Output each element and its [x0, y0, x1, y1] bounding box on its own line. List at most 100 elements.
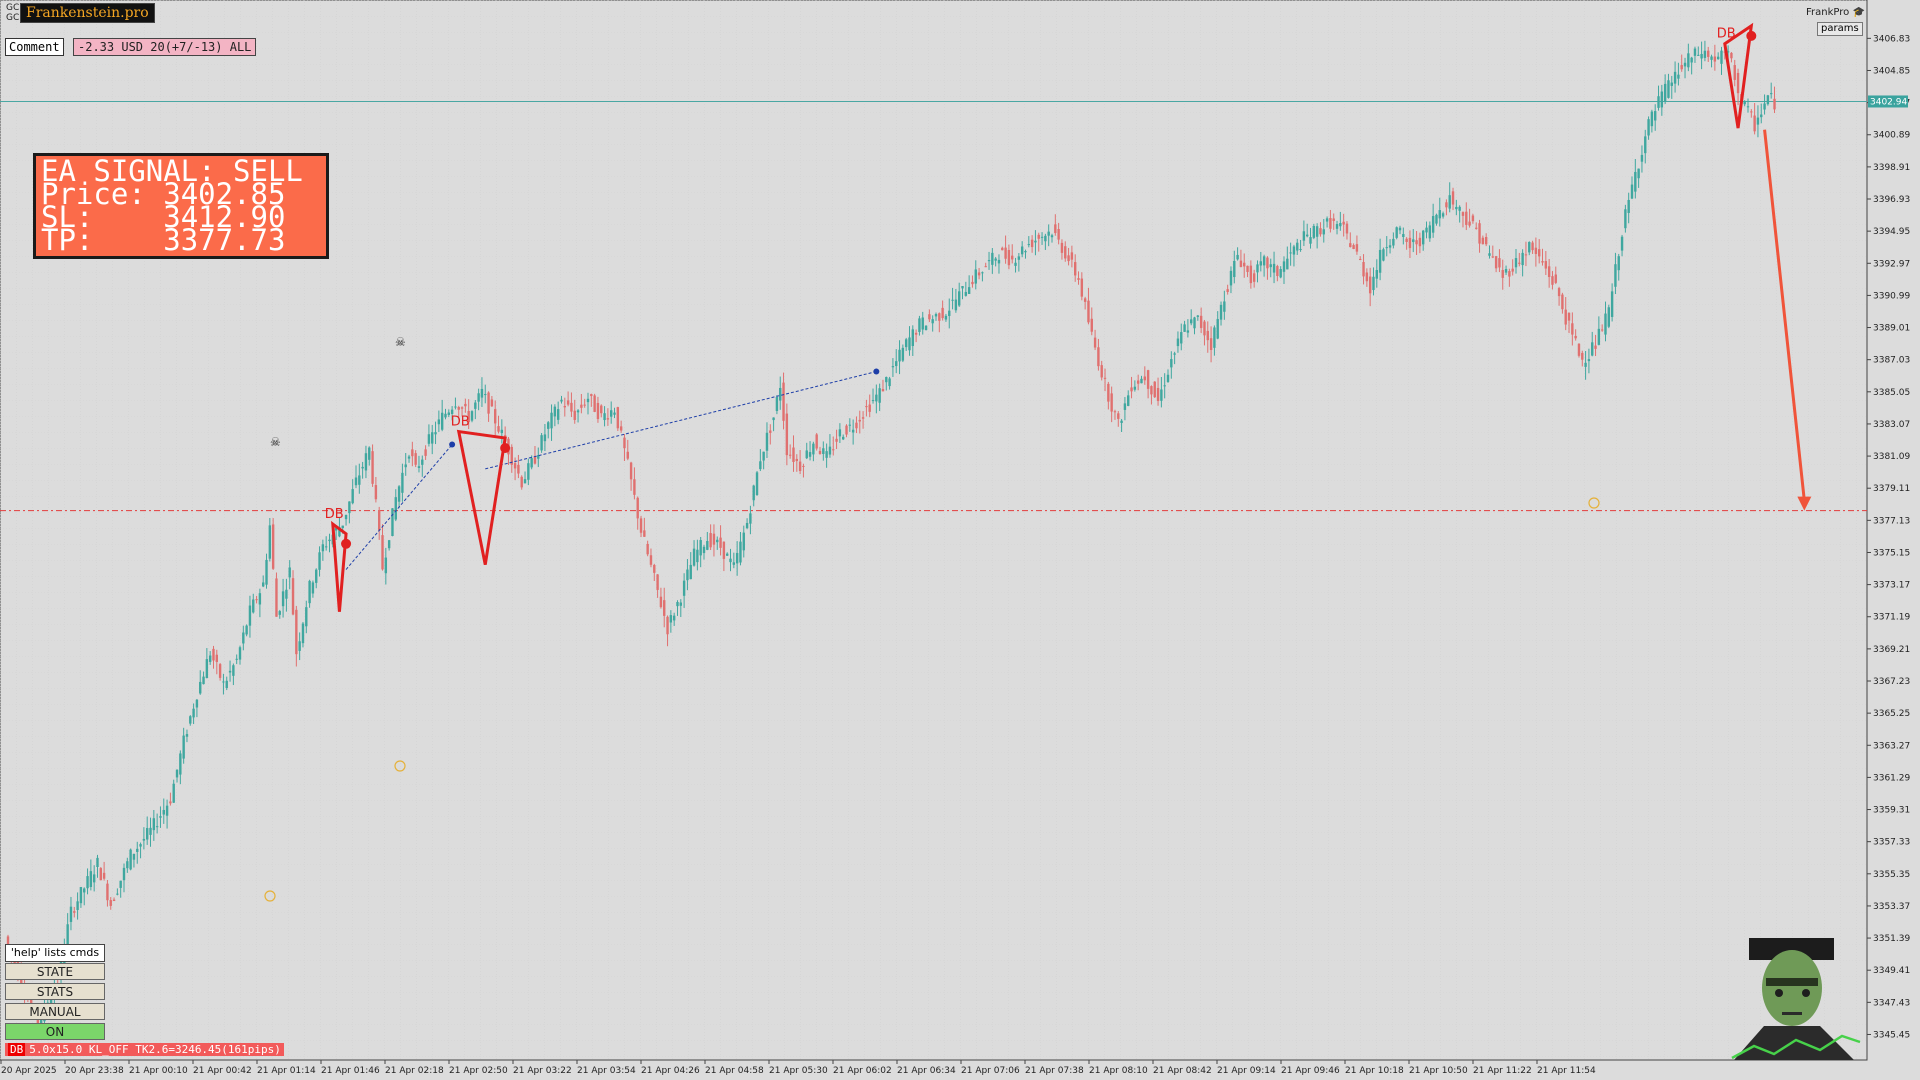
candle-body	[1451, 191, 1455, 205]
candle-body	[762, 451, 765, 461]
candle-body	[1011, 255, 1014, 260]
candle-body	[301, 623, 305, 644]
candle-body	[1494, 256, 1498, 269]
candle-body	[1196, 315, 1200, 317]
candle-body	[888, 378, 891, 387]
candle-body	[845, 425, 848, 435]
candle-body	[1514, 258, 1518, 268]
candle-body	[891, 366, 895, 368]
candle-body	[129, 849, 132, 870]
candle-body	[795, 458, 798, 462]
signal-price-label: Price:	[41, 177, 146, 211]
candle-body	[1428, 225, 1432, 239]
candle-body	[1484, 236, 1488, 245]
candle-body	[1342, 221, 1345, 225]
candle-body	[580, 404, 583, 408]
symbol-label: GC GC	[6, 3, 19, 23]
brand-logo[interactable]: Frankenstein.pro	[20, 3, 155, 23]
candle-body	[543, 434, 547, 442]
candle-body	[79, 887, 83, 904]
status-text: 5.0x15.0 KL_OFF TK2.6=3246.45(161pips)	[29, 1043, 281, 1056]
y-tick-label: 3365.25	[1873, 709, 1910, 719]
help-command-box[interactable]: 'help' lists cmds	[5, 944, 105, 962]
candle-body	[818, 450, 822, 454]
candle-body	[1286, 258, 1289, 270]
candle-body	[961, 286, 964, 289]
frankpro-label: FrankPro 🎓	[1806, 7, 1865, 18]
stats-button[interactable]: STATS	[5, 983, 105, 1000]
candle-body	[245, 625, 248, 635]
candle-body	[1206, 330, 1209, 341]
candle-body	[1600, 329, 1604, 331]
candle-body	[815, 434, 818, 449]
candle-body	[623, 437, 626, 449]
on-toggle-button[interactable]: ON	[5, 1023, 105, 1040]
candle-body	[440, 412, 444, 430]
double-bottom-patterns: DB DB DB	[325, 22, 1757, 612]
candle-body	[1332, 218, 1335, 221]
candle-body	[378, 510, 381, 531]
candle-body	[672, 615, 676, 621]
candle-body	[1001, 247, 1004, 251]
state-button[interactable]: STATE	[5, 963, 105, 980]
candle-body	[1571, 323, 1574, 335]
y-tick-label: 3394.95	[1873, 227, 1910, 237]
candle-body	[1743, 101, 1746, 105]
candle-body	[1657, 96, 1660, 108]
candle-body	[1319, 228, 1322, 235]
candle-body	[1561, 294, 1564, 310]
signal-sl-row: SL: 3412.90	[41, 203, 326, 232]
y-tick-label: 3355.35	[1873, 870, 1910, 880]
chart-markers: ☠ ☠	[264, 335, 1600, 902]
x-tick-label: 21 Apr 00:10	[129, 1066, 188, 1076]
candle-body	[1004, 247, 1007, 259]
candle-body	[570, 402, 573, 412]
candle-body	[222, 681, 225, 683]
candle-body	[1279, 269, 1282, 278]
x-tick-label: 21 Apr 11:22	[1473, 1066, 1532, 1076]
y-tick-label: 3396.93	[1873, 195, 1910, 205]
candle-body	[112, 899, 116, 902]
y-tick-label: 3406.83	[1873, 34, 1910, 44]
params-button[interactable]: params	[1817, 22, 1863, 36]
candle-body	[334, 527, 338, 531]
candle-body	[1156, 387, 1160, 402]
candle-body	[1710, 56, 1713, 60]
candle-body	[116, 893, 119, 895]
candle-body	[769, 430, 772, 433]
candle-body	[460, 407, 464, 409]
candle-body	[779, 387, 782, 401]
y-tick-label: 3347.43	[1873, 998, 1910, 1008]
manual-button[interactable]: MANUAL	[5, 1003, 105, 1020]
trend-line	[345, 444, 453, 570]
candle-body	[341, 525, 344, 529]
comment-button[interactable]: Comment	[5, 38, 64, 56]
candle-body	[974, 269, 977, 284]
candle-body	[702, 546, 706, 554]
candle-body	[1193, 317, 1196, 329]
candle-body	[1491, 256, 1494, 258]
candle-body	[901, 347, 905, 361]
candle-body	[1226, 289, 1229, 292]
candle-body	[971, 281, 974, 285]
candle-body	[295, 609, 298, 655]
candle-body	[576, 410, 580, 413]
candle-body	[1422, 230, 1425, 245]
candle-body	[646, 543, 649, 555]
candle-body	[1083, 298, 1087, 302]
candle-body	[368, 447, 371, 460]
candle-body	[354, 477, 358, 486]
candle-body	[126, 861, 129, 869]
candle-body	[427, 434, 431, 444]
candle-body	[1435, 214, 1438, 224]
candle-body	[275, 578, 278, 617]
candle-body	[159, 816, 162, 818]
candle-body	[759, 461, 762, 470]
candle-body	[676, 602, 679, 607]
candle-body	[921, 317, 924, 330]
candle-body	[494, 409, 497, 424]
candle-body	[391, 508, 394, 537]
candle-body	[1067, 255, 1070, 262]
candle-body	[895, 361, 898, 367]
